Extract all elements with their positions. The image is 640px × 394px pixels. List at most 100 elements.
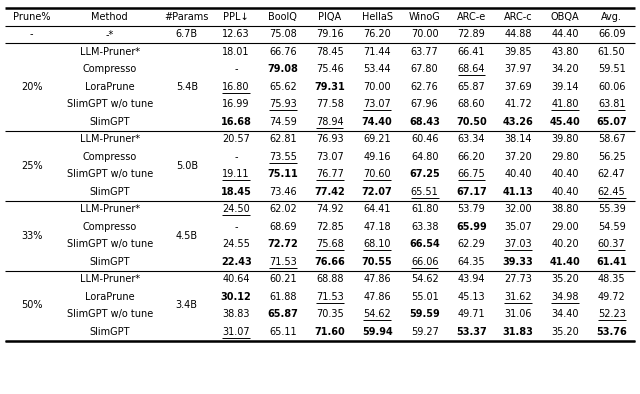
Text: LLM-Pruner*: LLM-Pruner* (79, 134, 140, 144)
Text: Method: Method (92, 12, 128, 22)
Text: 77.58: 77.58 (316, 99, 344, 109)
Text: -: - (30, 29, 33, 39)
Text: 5.0B: 5.0B (176, 160, 198, 171)
Text: 12.63: 12.63 (222, 29, 250, 39)
Text: SlimGPT: SlimGPT (90, 257, 130, 267)
Text: 74.92: 74.92 (316, 204, 344, 214)
Text: 47.86: 47.86 (364, 292, 391, 302)
Text: Prune%: Prune% (13, 12, 51, 22)
Text: 37.97: 37.97 (504, 64, 532, 74)
Text: LLM-Pruner*: LLM-Pruner* (79, 204, 140, 214)
Text: PPL↓: PPL↓ (223, 12, 249, 22)
Text: 41.80: 41.80 (551, 99, 579, 109)
Text: 54.62: 54.62 (364, 309, 391, 319)
Text: 59.59: 59.59 (409, 309, 440, 319)
Text: 75.68: 75.68 (316, 239, 344, 249)
Text: 61.41: 61.41 (596, 257, 627, 267)
Text: 52.23: 52.23 (598, 309, 625, 319)
Text: 41.40: 41.40 (550, 257, 580, 267)
Text: 65.51: 65.51 (411, 187, 438, 197)
Text: 63.38: 63.38 (411, 222, 438, 232)
Text: 59.94: 59.94 (362, 327, 392, 337)
Text: 65.62: 65.62 (269, 82, 297, 92)
Text: 18.45: 18.45 (221, 187, 252, 197)
Text: 71.53: 71.53 (269, 257, 297, 267)
Text: 40.20: 40.20 (551, 239, 579, 249)
Text: 34.20: 34.20 (551, 64, 579, 74)
Text: 55.01: 55.01 (411, 292, 438, 302)
Text: 3.4B: 3.4B (176, 301, 198, 310)
Text: 24.50: 24.50 (222, 204, 250, 214)
Text: 76.93: 76.93 (316, 134, 344, 144)
Text: 43.26: 43.26 (503, 117, 534, 127)
Text: 65.87: 65.87 (458, 82, 485, 92)
Text: 54.62: 54.62 (411, 274, 438, 284)
Text: 41.72: 41.72 (504, 99, 532, 109)
Text: 71.44: 71.44 (364, 47, 391, 57)
Text: 55.39: 55.39 (598, 204, 625, 214)
Text: SlimGPT w/o tune: SlimGPT w/o tune (67, 239, 153, 249)
Text: 40.40: 40.40 (504, 169, 532, 179)
Text: 60.21: 60.21 (269, 274, 297, 284)
Text: Compresso: Compresso (83, 152, 137, 162)
Text: 64.35: 64.35 (458, 257, 485, 267)
Text: 66.09: 66.09 (598, 29, 625, 39)
Text: 53.79: 53.79 (458, 204, 485, 214)
Text: SlimGPT: SlimGPT (90, 187, 130, 197)
Text: 47.18: 47.18 (364, 222, 391, 232)
Text: 73.07: 73.07 (316, 152, 344, 162)
Text: 68.60: 68.60 (458, 99, 485, 109)
Text: 71.53: 71.53 (316, 292, 344, 302)
Text: 66.20: 66.20 (458, 152, 485, 162)
Text: 20.57: 20.57 (222, 134, 250, 144)
Text: 35.20: 35.20 (551, 274, 579, 284)
Text: SlimGPT w/o tune: SlimGPT w/o tune (67, 99, 153, 109)
Text: 66.75: 66.75 (458, 169, 485, 179)
Text: 73.46: 73.46 (269, 187, 297, 197)
Text: 67.25: 67.25 (409, 169, 440, 179)
Text: 68.69: 68.69 (269, 222, 297, 232)
Text: 53.37: 53.37 (456, 327, 487, 337)
Text: 53.76: 53.76 (596, 327, 627, 337)
Text: 34.40: 34.40 (551, 309, 579, 319)
Text: 33%: 33% (21, 230, 42, 240)
Text: 25%: 25% (21, 160, 42, 171)
Text: 65.07: 65.07 (596, 117, 627, 127)
Text: #Params: #Params (164, 12, 209, 22)
Text: 61.50: 61.50 (598, 47, 625, 57)
Text: Compresso: Compresso (83, 64, 137, 74)
Text: 70.55: 70.55 (362, 257, 392, 267)
Text: SlimGPT: SlimGPT (90, 117, 130, 127)
Text: 68.43: 68.43 (409, 117, 440, 127)
Text: 62.45: 62.45 (598, 187, 625, 197)
Text: 66.06: 66.06 (411, 257, 438, 267)
Text: Compresso: Compresso (83, 222, 137, 232)
Text: 49.16: 49.16 (364, 152, 391, 162)
Text: 64.80: 64.80 (411, 152, 438, 162)
Text: 45.13: 45.13 (458, 292, 485, 302)
Text: 29.00: 29.00 (551, 222, 579, 232)
Text: 65.87: 65.87 (268, 309, 298, 319)
Text: 70.00: 70.00 (411, 29, 438, 39)
Text: LoraPrune: LoraPrune (85, 292, 134, 302)
Text: 31.62: 31.62 (504, 292, 532, 302)
Text: 31.06: 31.06 (504, 309, 532, 319)
Text: 73.55: 73.55 (269, 152, 297, 162)
Text: 72.89: 72.89 (458, 29, 485, 39)
Text: 40.40: 40.40 (551, 187, 579, 197)
Text: -: - (234, 152, 238, 162)
Text: 65.11: 65.11 (269, 327, 297, 337)
Text: 62.76: 62.76 (411, 82, 438, 92)
Text: 62.47: 62.47 (598, 169, 625, 179)
Text: 70.35: 70.35 (316, 309, 344, 319)
Text: 60.46: 60.46 (411, 134, 438, 144)
Text: 72.07: 72.07 (362, 187, 392, 197)
Text: 67.96: 67.96 (411, 99, 438, 109)
Text: 60.37: 60.37 (598, 239, 625, 249)
Text: 63.34: 63.34 (458, 134, 485, 144)
Text: SlimGPT w/o tune: SlimGPT w/o tune (67, 309, 153, 319)
Text: 76.20: 76.20 (364, 29, 391, 39)
Text: -: - (234, 64, 238, 74)
Text: ARC-c: ARC-c (504, 12, 532, 22)
Text: 41.13: 41.13 (503, 187, 534, 197)
